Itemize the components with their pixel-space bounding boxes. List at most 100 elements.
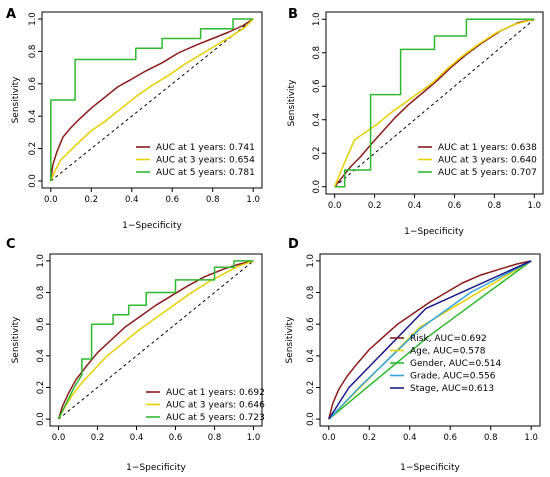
roc-panel-d: D 0.0 0.0 0.2 0.2 0.4 0.4 0.6 0.6 0.8 0.8 1.0 1.0 1−S… xyxy=(285,237,541,473)
y-tick-label: 0.6 xyxy=(28,77,38,91)
y-axis-label: Sensitivity xyxy=(285,316,295,364)
legend: Risk, AUC=0.692 Age, AUC=0.578 Gender, AUC… xyxy=(390,334,501,394)
y-tick-label: 0.8 xyxy=(28,45,38,59)
legend-label: AUC at 5 years: 0.707 xyxy=(438,168,537,178)
plot-frame xyxy=(49,253,263,427)
y-tick-label: 0.4 xyxy=(36,349,46,363)
roc-curve-3 xyxy=(57,260,254,420)
y-tick-label: 0.4 xyxy=(28,109,38,123)
y-tick-label: 1.0 xyxy=(28,12,38,26)
panel-letter: B xyxy=(288,7,298,22)
y-axis-label: Sensitivity xyxy=(11,316,21,364)
legend-label: Age, AUC=0.578 xyxy=(410,347,486,357)
x-tick-label: 0.6 xyxy=(448,201,462,211)
x-tick-label: 0.8 xyxy=(484,433,498,443)
roc-curve-2 xyxy=(334,18,535,187)
reference-diagonal xyxy=(50,18,254,182)
roc-curve-1 xyxy=(334,18,535,188)
x-tick-label: 0.4 xyxy=(130,433,144,443)
y-tick-label: 0.2 xyxy=(28,142,38,156)
x-tick-label: 0.2 xyxy=(368,201,382,211)
y-tick-label: 1.0 xyxy=(306,254,316,268)
plot-frame xyxy=(319,253,541,427)
roc-curve-3 xyxy=(50,18,254,181)
y-axis-label: Sensitivity xyxy=(11,76,21,124)
legend-label: AUC at 5 years: 0.723 xyxy=(166,413,265,423)
y-tick-label: 0.6 xyxy=(306,317,316,331)
legend: AUC at 1 years: 0.692 AUC at 3 years: 0.6… xyxy=(146,388,265,423)
y-tick-label: 0.0 xyxy=(312,180,322,194)
x-tick-label: 0.6 xyxy=(443,433,457,443)
x-axis-label: 1−Specificity xyxy=(400,463,460,473)
legend-label: AUC at 3 years: 0.646 xyxy=(166,401,265,411)
x-tick-label: 0.8 xyxy=(206,195,220,205)
x-tick-label: 0.8 xyxy=(208,433,222,443)
y-tick-label: 0.0 xyxy=(28,174,38,188)
y-tick-label: 0.4 xyxy=(312,113,322,127)
panel-letter: A xyxy=(6,7,16,22)
plot-frame xyxy=(41,11,263,189)
x-tick-label: 0.0 xyxy=(328,201,342,211)
legend-label: Stage, AUC=0.613 xyxy=(410,384,494,394)
legend-label: Grade, AUC=0.556 xyxy=(410,372,496,382)
legend-label: AUC at 3 years: 0.640 xyxy=(438,156,537,166)
roc-panel-a: A 0.0 0.0 0.2 0.2 0.4 0.4 0.6 0.6 0.8 0.8 1.0 1.0 1−S… xyxy=(6,7,263,231)
x-tick-label: 0.0 xyxy=(44,195,58,205)
roc-curve-1 xyxy=(50,18,254,182)
x-tick-label: 0.4 xyxy=(403,433,417,443)
legend-label: AUC at 1 years: 0.638 xyxy=(438,143,537,153)
x-tick-label: 0.2 xyxy=(91,433,105,443)
roc-panel-c: C 0.0 0.0 0.2 0.2 0.4 0.4 0.6 0.6 0.8 0.8 1.0 1.0 1−S… xyxy=(6,237,265,473)
plot-frame xyxy=(325,11,544,195)
legend-label: AUC at 5 years: 0.781 xyxy=(156,168,255,178)
roc-curve-4 xyxy=(328,260,532,420)
roc-curve-2 xyxy=(50,18,254,182)
roc-curve-3 xyxy=(328,260,532,420)
y-tick-label: 0.0 xyxy=(306,412,316,426)
x-tick-label: 1.0 xyxy=(528,201,542,211)
roc-curve-1 xyxy=(328,260,532,420)
y-tick-label: 0.8 xyxy=(312,46,322,60)
legend-label: Risk, AUC=0.692 xyxy=(410,334,487,344)
legend-label: AUC at 3 years: 0.654 xyxy=(156,156,255,166)
legend: AUC at 1 years: 0.638 AUC at 3 years: 0.6… xyxy=(418,143,537,178)
y-tick-label: 1.0 xyxy=(312,13,322,27)
y-tick-label: 0.6 xyxy=(36,317,46,331)
x-tick-label: 1.0 xyxy=(524,433,538,443)
y-tick-label: 0.6 xyxy=(312,79,322,93)
panel-letter: D xyxy=(288,237,299,252)
legend-label: Gender, AUC=0.514 xyxy=(410,359,501,369)
y-tick-label: 0.8 xyxy=(36,286,46,300)
x-tick-label: 0.6 xyxy=(165,195,179,205)
x-tick-label: 0.0 xyxy=(322,433,336,443)
x-tick-label: 1.0 xyxy=(246,195,260,205)
x-axis-label: 1−Specificity xyxy=(126,463,186,473)
reference-diagonal xyxy=(334,18,535,188)
y-tick-label: 0.8 xyxy=(306,286,316,300)
x-axis-label: 1−Specificity xyxy=(122,221,182,231)
x-axis-label: 1−Specificity xyxy=(404,227,464,237)
y-axis-label: Sensitivity xyxy=(287,79,297,127)
panel-letter: C xyxy=(6,237,16,252)
x-tick-label: 0.2 xyxy=(363,433,377,443)
x-tick-label: 0.0 xyxy=(52,433,66,443)
y-tick-label: 0.0 xyxy=(36,412,46,426)
y-tick-label: 0.2 xyxy=(306,381,316,395)
x-tick-label: 0.4 xyxy=(125,195,139,205)
x-tick-label: 0.4 xyxy=(408,201,422,211)
roc-panel-b: B 0.0 0.0 0.2 0.2 0.4 0.4 0.6 0.6 0.8 0.8 1.0 1.0 1−S… xyxy=(287,7,544,237)
roc-curve-3 xyxy=(334,18,535,188)
x-tick-label: 1.0 xyxy=(247,433,261,443)
x-tick-label: 0.8 xyxy=(488,201,502,211)
legend-label: AUC at 1 years: 0.741 xyxy=(156,143,255,153)
roc-curve-5 xyxy=(328,260,532,420)
roc-curve-2 xyxy=(57,260,254,420)
legend: AUC at 1 years: 0.741 AUC at 3 years: 0.6… xyxy=(136,143,255,178)
x-tick-label: 0.2 xyxy=(85,195,99,205)
legend-label: AUC at 1 years: 0.692 xyxy=(166,388,265,398)
y-tick-label: 0.2 xyxy=(36,381,46,395)
x-tick-label: 0.6 xyxy=(169,433,183,443)
y-tick-label: 0.4 xyxy=(306,349,316,363)
y-tick-label: 0.2 xyxy=(312,146,322,160)
